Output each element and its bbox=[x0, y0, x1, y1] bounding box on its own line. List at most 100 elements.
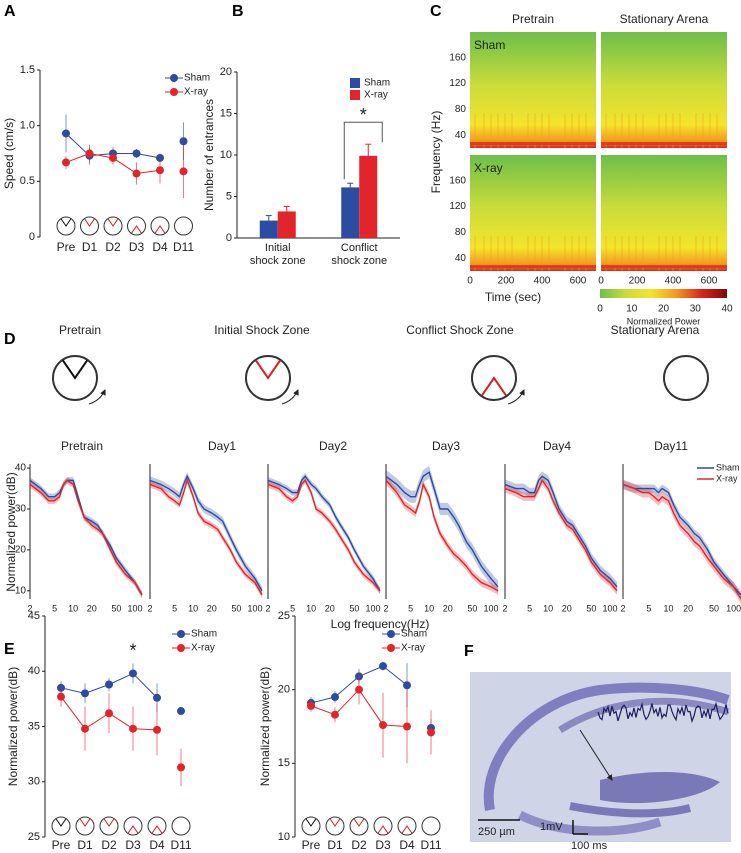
x-tick-label: Initial shock zone bbox=[249, 242, 306, 267]
spectrogram-streak bbox=[672, 113, 674, 148]
x-tick-label-box: Conflict shock zone bbox=[331, 242, 387, 267]
significance-bracket bbox=[343, 121, 383, 180]
spectrogram-streak bbox=[665, 113, 667, 148]
x-tick-label-box: Initial shock zone bbox=[249, 242, 306, 267]
panel-letter: E bbox=[4, 641, 15, 658]
x-tick-label: D2 bbox=[105, 240, 121, 254]
psd-line bbox=[504, 475, 618, 588]
x-tick-label: 400 bbox=[534, 276, 551, 287]
x-tick-label: 5 bbox=[646, 603, 651, 613]
x-tick-label: 20 bbox=[325, 603, 335, 613]
spectrogram-streak bbox=[716, 113, 718, 148]
y-tick-label: 20 bbox=[15, 545, 27, 556]
y-tick-label: 40 bbox=[15, 463, 27, 474]
y-tick-label: 30 bbox=[28, 776, 40, 788]
panel-letter: D bbox=[4, 331, 16, 348]
y-tick-label: 15 bbox=[278, 757, 290, 769]
x-tick-label: 20 bbox=[683, 603, 693, 613]
spectrogram-streak bbox=[504, 113, 506, 148]
spectrogram-streak bbox=[548, 113, 550, 148]
arena-icon bbox=[245, 355, 291, 401]
point bbox=[105, 680, 113, 689]
point bbox=[307, 701, 315, 710]
row-label: X-ray bbox=[474, 161, 503, 175]
x-tick-label: 50 bbox=[586, 603, 596, 613]
spectrogram-streak bbox=[527, 236, 529, 271]
zone-wedge bbox=[127, 825, 139, 834]
arena-icon bbox=[325, 816, 345, 836]
x-tick-label: D4 bbox=[399, 838, 415, 852]
colorbar-tick-label: 30 bbox=[690, 304, 702, 315]
line-segment bbox=[310, 705, 336, 716]
spectrogram-streak bbox=[497, 236, 499, 271]
psd-line bbox=[267, 479, 381, 592]
spectrogram-streak bbox=[672, 236, 674, 271]
zone-wedge bbox=[154, 225, 166, 234]
psd-line bbox=[504, 478, 618, 592]
line-segment bbox=[60, 696, 86, 730]
y-tick-label: 80 bbox=[455, 104, 467, 115]
line-segment bbox=[65, 133, 90, 157]
zone-wedge bbox=[353, 818, 365, 827]
x-tick-label: 100 bbox=[726, 603, 741, 613]
y-tick-label: 0 bbox=[226, 232, 232, 244]
arena-icon bbox=[663, 355, 709, 401]
phase-label: Initial Shock Zone bbox=[214, 323, 310, 337]
histology-image bbox=[470, 672, 731, 842]
line-segment bbox=[65, 153, 90, 163]
y-tick-label: 15 bbox=[220, 107, 232, 119]
point bbox=[62, 158, 70, 167]
x-tick-label: 100 bbox=[365, 603, 380, 613]
x-tick-label: 10 bbox=[663, 603, 673, 613]
subplot-title: Day1 bbox=[208, 439, 236, 453]
spectrogram-streak bbox=[490, 113, 492, 148]
spectrogram-streak bbox=[679, 113, 681, 148]
arena-icon bbox=[75, 816, 95, 836]
arena-icon bbox=[174, 216, 193, 236]
x-tick-label: 200 bbox=[629, 276, 646, 287]
zone-wedge bbox=[79, 818, 91, 827]
point bbox=[177, 763, 185, 772]
line-segment bbox=[60, 687, 86, 694]
spectrogram-streak bbox=[702, 236, 704, 271]
line-segment bbox=[382, 665, 408, 686]
line-segment bbox=[310, 696, 336, 704]
spectrogram-streak bbox=[635, 236, 637, 271]
x-tick-label: 20 bbox=[87, 603, 97, 613]
arena-icon bbox=[56, 216, 76, 236]
panel-letter: F bbox=[464, 643, 474, 660]
y-tick-label: 20 bbox=[220, 66, 232, 78]
arena-icon bbox=[471, 355, 517, 401]
x-tick-label: 10 bbox=[306, 603, 316, 613]
arena-icon bbox=[301, 816, 321, 836]
line-segment bbox=[132, 673, 158, 699]
point bbox=[179, 137, 188, 146]
spectrogram-streak bbox=[621, 113, 623, 148]
spectrogram-streak bbox=[716, 236, 718, 271]
x-tick-label: 20 bbox=[207, 603, 217, 613]
legend-label: X-ray bbox=[716, 473, 738, 483]
arena-icon bbox=[80, 216, 99, 236]
x-tick-label: 20 bbox=[443, 603, 453, 613]
spectrogram-streak bbox=[483, 236, 485, 271]
spectrogram-band bbox=[470, 265, 596, 268]
point bbox=[177, 707, 185, 716]
bar bbox=[359, 155, 378, 238]
arena-icon bbox=[171, 816, 191, 836]
line-segment bbox=[108, 712, 134, 730]
point bbox=[403, 681, 411, 690]
annotation: * bbox=[129, 640, 136, 660]
x-tick-label: 100 bbox=[602, 603, 617, 613]
x-tick-label: 600 bbox=[570, 276, 587, 287]
spectrogram-streak bbox=[709, 236, 711, 271]
zone-wedge bbox=[377, 825, 389, 834]
colorbar-tick-label: 0 bbox=[597, 304, 603, 315]
line-segment bbox=[108, 673, 134, 685]
zone-wedge bbox=[329, 818, 341, 827]
annotation: * bbox=[360, 105, 367, 125]
spectrogram-streak bbox=[614, 113, 616, 148]
x-tick-label: 400 bbox=[665, 276, 682, 287]
subplot-title: Day4 bbox=[543, 439, 571, 453]
point bbox=[153, 693, 161, 702]
